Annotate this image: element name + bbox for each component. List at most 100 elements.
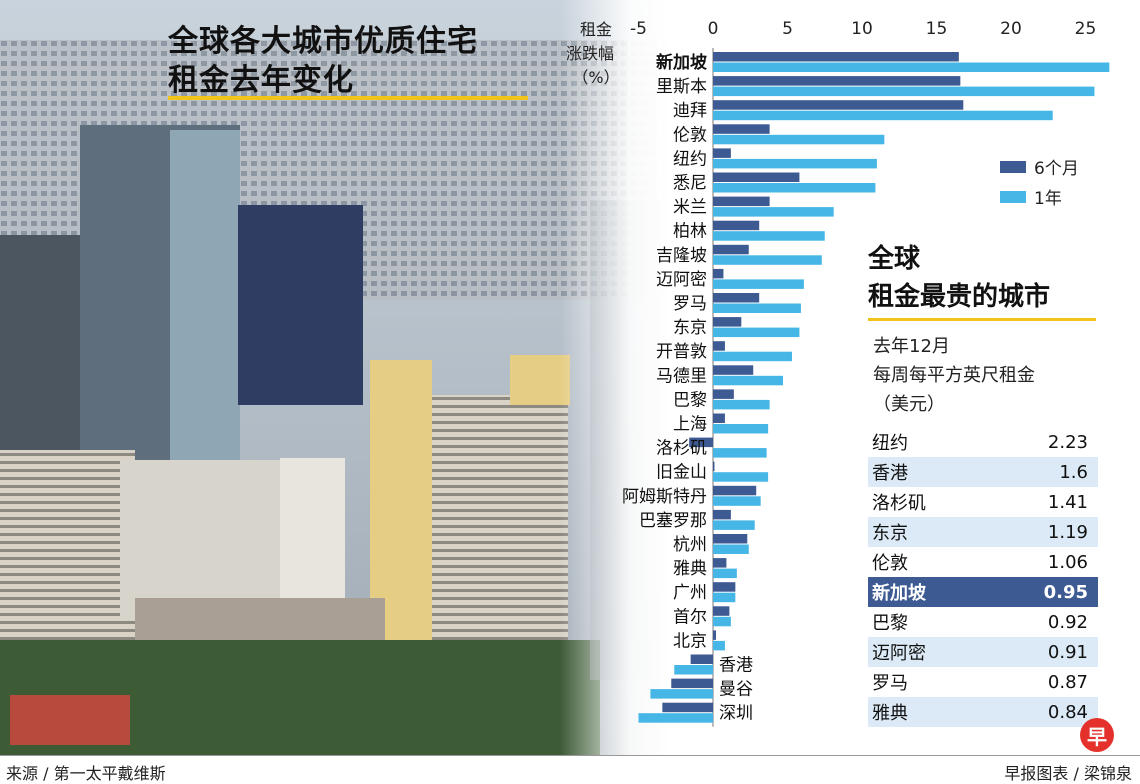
- x-tick-label: 15: [926, 19, 948, 39]
- bar-six-month: [713, 630, 716, 640]
- rank-city: 伦敦: [872, 553, 908, 574]
- city-label: 吉隆坡: [656, 246, 707, 266]
- city-label: 香港: [719, 656, 753, 676]
- rent-ranking-table: 纽约 2.23 香港 1.6 洛杉矶 1.41 东京 1.19 伦敦 1.06 新加坡 0.…: [868, 427, 1098, 727]
- city-label: 米兰: [673, 198, 707, 218]
- bar-one-year: [713, 375, 784, 386]
- city-label: 开普敦: [656, 342, 707, 362]
- unit-label-line2: 涨跌幅: [565, 44, 614, 63]
- bar-six-month: [713, 389, 734, 399]
- city-label: 新加坡: [656, 52, 707, 73]
- bar-one-year: [713, 520, 755, 530]
- rank-city: 新加坡: [872, 583, 926, 604]
- rank-city: 罗马: [872, 673, 908, 694]
- bar-six-month: [713, 534, 748, 544]
- bar-six-month: [713, 317, 742, 327]
- bar-one-year: [713, 496, 761, 506]
- bar-six-month: [713, 172, 800, 182]
- unit-label-line1: 租金: [579, 20, 612, 39]
- rank-value: 0.91: [1047, 641, 1088, 663]
- bar-six-month: [713, 606, 730, 616]
- city-label: 杭州: [673, 535, 707, 555]
- bar-six-month: [713, 124, 770, 134]
- rank-value: 1.06: [1047, 551, 1088, 573]
- table-row: 纽约 2.23: [868, 427, 1098, 457]
- chart-title-line2: 租金去年变化: [168, 63, 354, 98]
- bar-one-year: [713, 448, 767, 458]
- bar-six-month: [713, 244, 749, 255]
- bar-six-month: [713, 461, 715, 472]
- bar-six-month: [690, 654, 713, 664]
- city-label: 曼谷: [719, 680, 753, 700]
- rank-value: 1.6: [1059, 461, 1088, 483]
- rank-panel-title-line2: 租金最贵的城市: [868, 282, 1051, 312]
- rank-panel-title-line1: 全球: [868, 244, 921, 274]
- bar-six-month: [713, 76, 961, 86]
- city-label: 伦敦: [673, 125, 707, 145]
- bar-one-year: [713, 303, 801, 313]
- city-label: 迈阿密: [656, 270, 707, 290]
- city-label: 悉尼: [673, 174, 707, 194]
- table-row: 伦敦 1.06: [868, 547, 1098, 577]
- legend-label-one-year: 1年: [1034, 189, 1062, 209]
- x-tick-label: 25: [1075, 19, 1097, 39]
- bar-six-month: [713, 413, 725, 423]
- city-label: 马德里: [656, 366, 707, 386]
- rank-city: 香港: [872, 463, 908, 484]
- table-row: 罗马 0.87: [868, 667, 1098, 697]
- table-row: 洛杉矶 1.41: [868, 487, 1098, 517]
- legend-one-year: 1年: [1000, 184, 1062, 209]
- bar-one-year: [713, 327, 800, 338]
- rank-value: 2.23: [1047, 431, 1088, 453]
- table-row: 东京 1.19: [868, 517, 1098, 547]
- bar-one-year: [713, 616, 731, 627]
- rank-panel-title: 全球 租金最贵的城市: [868, 240, 1050, 316]
- x-tick-label: 10: [851, 19, 873, 39]
- bar-six-month: [713, 148, 731, 158]
- bar-one-year: [674, 665, 713, 675]
- bar-one-year: [713, 207, 834, 217]
- bar-six-month: [713, 52, 959, 62]
- rent-change-bar-chart: -5 0 5 10 15 20 25新加坡里斯本迪拜伦敦纽约悉尼米兰柏林吉隆坡迈阿密罗马东京…: [622, 19, 1110, 727]
- x-tick-label: 5: [782, 19, 793, 39]
- bar-one-year: [713, 255, 822, 265]
- table-row: 迈阿密 0.91: [868, 637, 1098, 667]
- rank-panel-subtitle-line3: （美元）: [873, 394, 945, 415]
- bar-six-month: [713, 582, 736, 592]
- rank-panel-underline: [868, 318, 1096, 321]
- city-label: 迪拜: [673, 101, 707, 121]
- legend-six-month: 6个月: [1000, 154, 1079, 179]
- bar-one-year: [713, 279, 804, 289]
- bar-six-month: [662, 702, 713, 713]
- table-row: 雅典 0.84: [868, 697, 1098, 727]
- city-label: 深圳: [719, 704, 753, 724]
- photo-fade-overlay: [560, 0, 1140, 755]
- bar-six-month: [671, 678, 713, 689]
- bar-six-month: [713, 293, 760, 303]
- city-label: 雅典: [673, 559, 707, 579]
- footer: 来源 / 第一太平戴维斯 早报图表 / 梁锦泉: [0, 755, 1140, 784]
- bar-one-year: [713, 183, 876, 193]
- bar-one-year: [713, 158, 877, 169]
- rank-city: 迈阿密: [872, 643, 926, 664]
- bar-one-year: [713, 134, 885, 145]
- bar-six-month: [713, 509, 731, 520]
- rank-value: 0.87: [1047, 671, 1088, 693]
- bar-six-month: [713, 220, 760, 231]
- bar-one-year: [713, 351, 792, 362]
- rank-city: 雅典: [872, 703, 908, 724]
- bar-one-year: [713, 399, 770, 410]
- rank-value: 0.95: [1043, 581, 1088, 603]
- x-tick-label: 0: [708, 19, 719, 39]
- bar-six-month: [713, 365, 754, 375]
- city-label: 阿姆斯特丹: [622, 487, 707, 507]
- rank-city: 东京: [872, 523, 908, 544]
- bar-one-year: [638, 713, 713, 723]
- graphic-credit: 早报图表 / 梁锦泉: [1004, 764, 1132, 783]
- x-tick-label: -5: [630, 19, 647, 39]
- bar-one-year: [713, 592, 736, 603]
- rank-value: 0.84: [1047, 701, 1088, 723]
- rank-panel-subtitle-line2: 每周每平方英尺租金: [873, 365, 1035, 386]
- legend-label-six-month: 6个月: [1034, 159, 1079, 179]
- bar-one-year: [713, 231, 825, 241]
